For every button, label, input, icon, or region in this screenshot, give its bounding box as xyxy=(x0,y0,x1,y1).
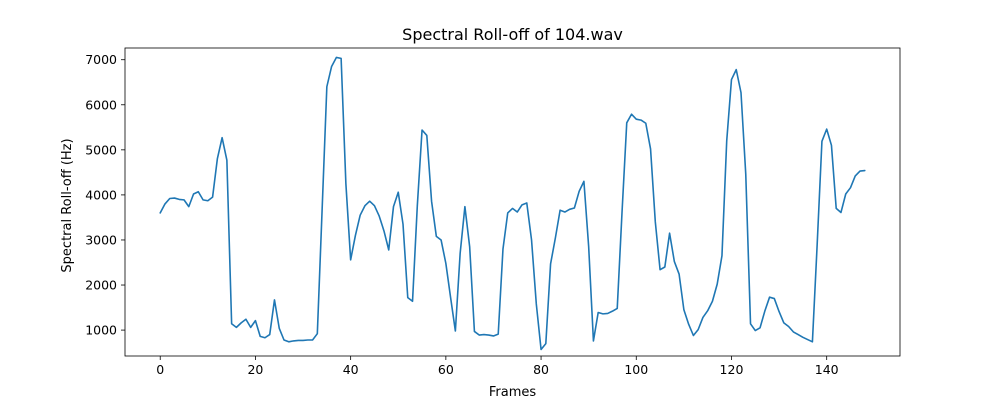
axes-frame xyxy=(124,47,901,357)
y-tick-label: 6000 xyxy=(85,97,117,112)
x-tick-label: 0 xyxy=(156,362,164,377)
y-tick-label: 4000 xyxy=(85,187,117,202)
y-tick-label: 5000 xyxy=(85,142,117,157)
x-tick-label: 100 xyxy=(624,362,648,377)
x-tick-label: 80 xyxy=(533,362,549,377)
plot-area: 0 20 40 60 80 100 120 140 1000 2000 3000 4000 5000 60… xyxy=(85,47,901,377)
x-tick-label: 40 xyxy=(343,362,359,377)
y-axis-label: Spectral Roll-off (Hz) xyxy=(60,138,75,272)
x-axis-label: Frames xyxy=(489,385,537,400)
chart-title: Spectral Roll-off of 104.wav xyxy=(402,25,623,44)
x-tick-label: 140 xyxy=(815,362,839,377)
x-tick-label: 120 xyxy=(720,362,744,377)
series-line-0 xyxy=(159,56,866,351)
y-tick-label: 2000 xyxy=(85,278,117,293)
y-tick-label: 3000 xyxy=(85,232,117,247)
y-tick-label: 7000 xyxy=(85,52,117,67)
x-tick-label: 60 xyxy=(438,362,454,377)
x-tick-label: 20 xyxy=(247,362,263,377)
y-tick-label: 1000 xyxy=(85,323,117,338)
